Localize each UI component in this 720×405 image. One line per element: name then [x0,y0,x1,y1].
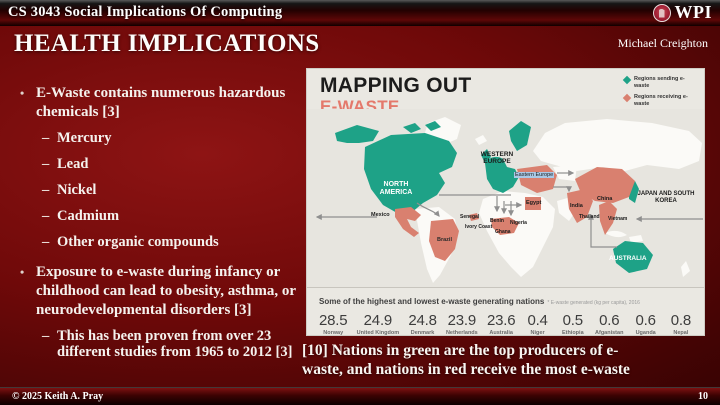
stats-row: 28.5 Norway 24.9 United Kingdom 24.8 Denmar… [319,312,694,336]
footer-bar: © 2025 Keith A. Pray 10 [0,387,720,405]
stat-country: Niger [530,330,545,336]
stat-value: 23.6 [486,312,516,329]
stat-country: Australia [489,330,513,336]
page-title: HEALTH IMPLICATIONS [14,30,320,57]
label-eastern-europe: Eastern Europe [514,172,555,179]
stat-netherlands: 23.9 Netherlands [445,312,478,336]
stat-value: 24.8 [408,312,437,329]
stats-heading: Some of the highest and lowest e-waste g… [319,297,545,306]
legend-receiving-label: Regions receiving e-waste [634,93,688,107]
stat-niger: 0.4 Niger [525,312,551,336]
label-western-europe: WESTERN EUROPE [480,151,514,166]
stat-australia: 23.6 Australia [486,312,516,336]
stat-country: Denmark [410,330,435,336]
label-north-america: NORTH AMERICA [379,181,413,197]
stat-uganda: 0.6 Uganda [633,312,659,336]
header-bar: CS 3043 Social Implications Of Computing… [0,0,720,26]
caption-line2: waste, and nations in red receive the mo… [302,361,630,378]
label-nigeria: Nigeria [510,220,527,226]
label-thailand: Thailand [579,214,600,220]
stat-country: Afganistan [595,330,624,336]
bullet-lead: Lead [10,156,304,173]
stat-country: Ethiopia [561,330,584,336]
label-japan-south-korea: JAPAN AND SOUTH KOREA [637,191,695,204]
bullet-mercury: Mercury [10,130,304,147]
ewaste-map-figure: MAPPING OUT E-WASTE Regions sending e-wa… [306,68,705,336]
sending-diamond-icon [622,75,632,85]
label-india: India [570,203,583,209]
course-title: CS 3043 Social Implications Of Computing [8,4,283,20]
stat-nepal: 0.8 Nepal [668,312,694,336]
stat-denmark: 24.8 Denmark [408,312,437,336]
stat-value: 24.9 [363,312,393,329]
legend-receiving: Regions receiving e-waste [622,93,698,108]
label-vietnam: Vietnam [608,216,628,222]
stat-country: Netherlands [445,330,478,336]
label-ghana: Ghana [495,229,511,235]
wpi-seal-icon [652,3,671,22]
stat-united-kingdom: 24.9 United Kingdom [356,312,400,336]
map-title: MAPPING OUT [320,74,472,97]
wpi-logo: WPI [652,2,713,23]
stat-value: 0.6 [635,312,656,329]
stat-country: Uganda [635,330,656,336]
stats-note: * E-waste generated (kg per capita), 201… [547,300,640,306]
stat-value: 0.8 [670,312,691,329]
bullet-studies: This has been proven from over 23 differ… [10,328,304,361]
stat-value: 0.6 [599,312,620,329]
copyright: © 2025 Keith A. Pray [12,391,104,402]
receiving-diamond-icon [622,93,632,102]
map-caption: [10] Nations in green are the top produc… [302,341,714,379]
label-senegal: Senegal [460,214,480,220]
bullet-cadmium: Cadmium [10,208,304,225]
page-number: 10 [698,391,708,402]
world-map [307,109,704,287]
author-name: Michael Creighton [617,36,708,50]
bullet-organic-compounds: Other organic compounds [10,234,304,251]
stat-country: Norway [323,330,344,336]
label-mexico: Mexico [371,212,390,218]
stat-ethiopia: 0.5 Ethiopia [560,312,586,336]
legend-sending-label: Regions sending e-waste [634,76,685,89]
world-map-svg [307,109,704,287]
bullet-exposure: Exposure to e-waste during infancy or ch… [10,263,304,320]
label-egypt: Egypt [526,200,542,206]
stat-norway: 28.5 Norway [319,312,348,336]
stat-value: 28.5 [319,312,348,329]
label-australia: AUSTRALIA [609,255,647,262]
ewaste-stats: Some of the highest and lowest e-waste g… [307,287,704,336]
stat-value: 0.4 [527,312,548,329]
bullet-list: E-Waste contains numerous hazardous chem… [10,84,304,361]
stat-afganistan: 0.6 Afganistan [595,312,624,336]
stat-country: Nepal [673,330,689,336]
label-ivory-coast: Ivory Coast [465,224,493,230]
stat-value: 23.9 [447,312,477,329]
legend-sending: Regions sending e-waste [622,75,698,90]
caption-line1: [10] Nations in green are the top produc… [302,342,619,359]
label-brazil: Brazil [437,237,452,243]
bullet-nickel: Nickel [10,182,304,199]
stat-country: United Kingdom [356,330,400,336]
wpi-wordmark: WPI [674,2,712,22]
label-china: China [597,196,613,202]
title-row: HEALTH IMPLICATIONS Michael Creighton [0,26,720,66]
bullet-hazardous-chemicals: E-Waste contains numerous hazardous chem… [10,84,304,122]
label-benin: Benin [490,218,504,224]
stat-value: 0.5 [562,312,583,329]
